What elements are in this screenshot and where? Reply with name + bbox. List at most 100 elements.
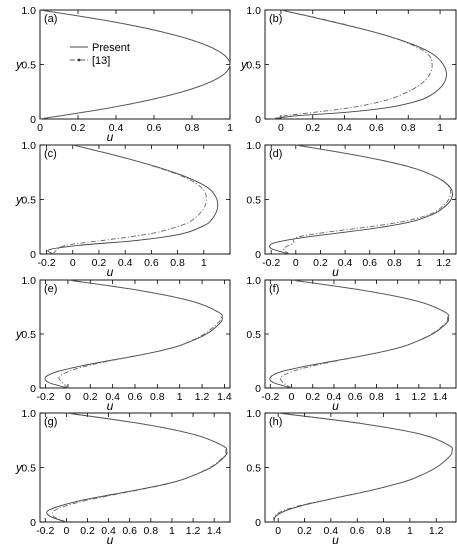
panel-d: -0.2 0 0.2 0.4 0.6 0.8 1 1.200.51.0u(d) [246, 140, 457, 279]
y-tick-label: 0 [30, 383, 36, 395]
x-tick-label: 0 [293, 257, 299, 269]
x-tick-label: 1 [395, 391, 401, 403]
y-tick-label: 1.0 [21, 408, 36, 420]
x-tick-label: 0.8 [144, 525, 159, 537]
series-line-ref13 [58, 279, 223, 389]
series-line-present [269, 279, 450, 389]
x-tick-label: 0.8 [185, 122, 200, 134]
x-tick-label: 1.4 [207, 525, 222, 537]
x-tick-label: 0.4 [109, 122, 124, 134]
x-axis-label: u [107, 130, 114, 144]
x-tick-label: 0 [275, 525, 281, 537]
series-line-present [46, 412, 228, 523]
legend-label-present: Present [92, 42, 130, 54]
x-tick-label: 1.2 [436, 257, 451, 269]
x-tick-label: 1 [407, 525, 413, 537]
plot-frame [39, 412, 231, 523]
panel-label: (e) [44, 283, 57, 295]
y-axis-label: y [15, 327, 23, 341]
panel-h: 0 0.2 0.4 0.6 0.8 1 1.2 0 0.5 1.0 u (h) [246, 408, 457, 547]
y-tick-label: 1.0 [246, 5, 261, 17]
panel-c: -0.2 0 0.2 0.4 0.6 0.8 100.51.0uy(c) [15, 140, 231, 279]
x-tick-label: 0.4 [118, 257, 133, 269]
y-tick-label: 1.0 [246, 408, 261, 420]
panel-b: 0 0.2 0.4 0.6 0.8 1 0 0.5 1.0 y (b) [240, 5, 457, 134]
y-tick-label: 1.0 [246, 275, 261, 287]
x-tick-label: -0.2 [37, 391, 55, 403]
y-axis-label: y [240, 58, 248, 72]
panel-e: -0.2 0 0.2 0.4 0.6 0.8 1 1.2 1.400.51.0uy(e) [15, 275, 232, 413]
x-tick-label: 0.4 [101, 525, 116, 537]
y-tick-label: 0.5 [21, 463, 36, 475]
x-axis-label: u [107, 533, 114, 547]
y-tick-label: 0.5 [21, 329, 36, 341]
y-axis-label: y [15, 193, 23, 207]
x-tick-label: 0 [70, 257, 76, 269]
panel-g: -0.2 0 0.2 0.4 0.6 0.8 1 1.2 1.400.51.0uy(g) [15, 408, 231, 547]
x-tick-label: 0.6 [128, 391, 143, 403]
y-tick-label: 0.5 [246, 60, 261, 72]
y-tick-label: 0 [30, 114, 36, 126]
x-tick-label: 0 [289, 391, 295, 403]
y-axis-label: y [15, 461, 23, 475]
panel-label: (c) [44, 148, 57, 160]
series-line-ref13 [272, 9, 433, 120]
panel-label: (f) [269, 283, 279, 295]
x-tick-label: 0.6 [144, 257, 159, 269]
x-tick-label: 0.4 [324, 525, 339, 537]
x-tick-label: 0.6 [147, 122, 162, 134]
panel-label: (g) [44, 416, 57, 428]
series-line-present [44, 279, 223, 389]
y-axis-label: y [15, 58, 23, 72]
x-tick-label: -0.2 [262, 257, 280, 269]
y-tick-label: 0 [255, 249, 261, 261]
y-tick-label: 0 [30, 249, 36, 261]
plot-frame [264, 9, 457, 120]
x-tick-label: 0.2 [297, 525, 312, 537]
y-tick-label: 1.0 [21, 275, 36, 287]
x-tick-label: 0.8 [376, 525, 391, 537]
y-tick-label: 1.0 [246, 140, 261, 152]
panel-label: (d) [269, 148, 282, 160]
x-tick-label: 0.6 [350, 525, 365, 537]
x-tick-label: 1 [201, 257, 207, 269]
plot-frame [264, 412, 457, 523]
x-tick-label: 0.4 [105, 391, 120, 403]
x-tick-label: 1.4 [217, 391, 232, 403]
x-tick-label: -0.2 [36, 525, 54, 537]
x-tick-label: 1 [227, 122, 233, 134]
series-line-present [47, 144, 219, 255]
x-axis-label: u [332, 265, 339, 279]
x-tick-label: -0.2 [38, 257, 56, 269]
x-tick-label: 0.6 [362, 257, 377, 269]
plot-frame [264, 279, 457, 389]
y-tick-label: 0 [255, 114, 261, 126]
x-tick-label: 0.8 [401, 122, 416, 134]
legend-marker-ref13 [77, 58, 81, 62]
series-line-ref13 [52, 144, 207, 255]
y-tick-label: 0.5 [246, 329, 261, 341]
plot-frame [39, 279, 231, 389]
series-line-ref13 [273, 412, 453, 523]
x-tick-label: 0 [37, 122, 43, 134]
panel-f: -0.2 0 0.2 0.4 0.6 0.8 1 1.2 1.400.51.0u(f) [246, 275, 457, 413]
panel-a: 0 0.2 0.4 0.6 0.8 1 0 0.5 1.0 u y (a) Present[13] [15, 5, 233, 144]
x-tick-label: 0 [278, 122, 284, 134]
x-tick-label: -0.2 [261, 391, 279, 403]
x-tick-label: 1 [416, 257, 422, 269]
series-line-present [272, 9, 447, 120]
x-tick-label: 0.2 [80, 525, 95, 537]
y-tick-label: 1.0 [21, 5, 36, 17]
x-tick-label: 0.4 [327, 391, 342, 403]
y-tick-label: 0.5 [21, 195, 36, 207]
x-axis-label: u [332, 533, 339, 547]
x-tick-label: 1 [177, 391, 183, 403]
series-line-ref13 [51, 412, 227, 523]
x-tick-label: 0.6 [122, 525, 137, 537]
x-axis-label: u [332, 399, 339, 413]
x-tick-label: 0.6 [369, 122, 384, 134]
panel-label: (h) [269, 416, 282, 428]
x-tick-label: 0.2 [92, 257, 107, 269]
x-tick-label: 0.2 [305, 391, 320, 403]
